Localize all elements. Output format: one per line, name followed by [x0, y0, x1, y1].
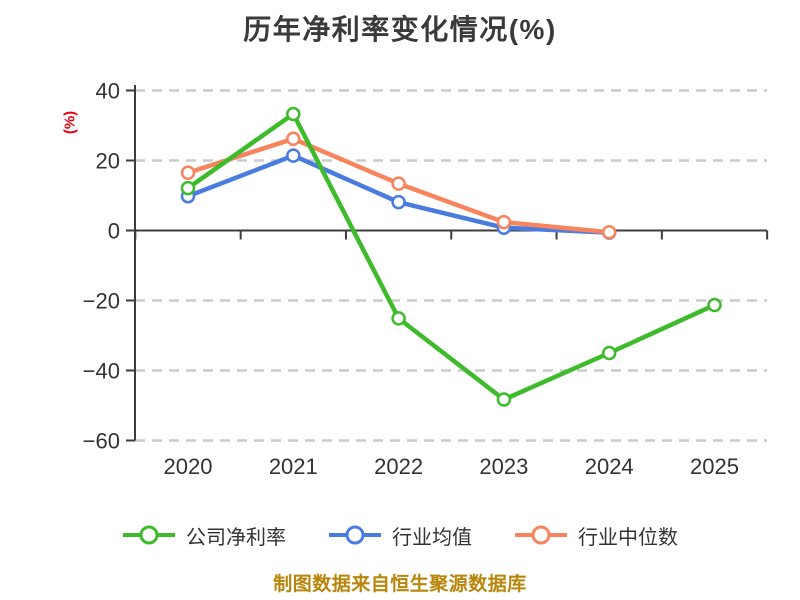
x-tick-label: 2023 — [479, 454, 528, 479]
data-point-marker — [391, 194, 406, 210]
data-point-marker — [180, 180, 196, 196]
legend-label: 公司净利率 — [186, 526, 286, 549]
legend: 公司净利率 行业均值 行业中位数 — [0, 520, 800, 550]
data-point-marker — [286, 131, 301, 147]
data-point-marker — [180, 165, 196, 180]
data-point-marker — [601, 225, 617, 240]
data-point-marker — [496, 392, 512, 407]
data-point-marker — [496, 214, 512, 230]
data-point-marker — [391, 176, 406, 191]
legend-circle-icon — [345, 525, 365, 545]
footer-note: 制图数据来自恒生聚源数据库 — [273, 574, 527, 595]
y-tick-label: 20 — [96, 149, 120, 174]
data-point-marker — [391, 311, 406, 326]
legend-marker-icon — [515, 525, 567, 545]
legend-item-1: 行业均值 — [328, 521, 472, 550]
y-tick-label: −20 — [83, 289, 120, 314]
series-line-0 — [185, 111, 717, 402]
legend-circle-icon — [531, 525, 551, 545]
data-point-marker — [286, 148, 301, 163]
chart-title: 历年净利率变化情况(%) — [243, 14, 557, 45]
legend-marker-icon — [123, 525, 175, 545]
series-line-1 — [185, 153, 612, 235]
x-tick-label: 2020 — [164, 454, 213, 479]
y-tick-label: 40 — [96, 79, 120, 104]
x-tick-label: 2021 — [269, 454, 318, 479]
data-point-marker — [601, 345, 617, 361]
legend-item-0: 公司净利率 — [122, 521, 286, 550]
legend-circle-icon — [139, 525, 159, 545]
legend-marker-icon — [329, 525, 381, 545]
x-tick-label: 2024 — [585, 454, 634, 479]
y-tick-label: 0 — [108, 219, 120, 244]
data-point-marker — [707, 297, 722, 313]
y-tick-label: −40 — [83, 359, 120, 384]
legend-label: 行业中位数 — [578, 526, 678, 549]
x-tick-label: 2025 — [690, 454, 739, 479]
y-tick-label: −60 — [83, 429, 120, 454]
data-point-marker — [286, 106, 301, 122]
legend-label: 行业均值 — [392, 526, 472, 549]
legend-item-2: 行业中位数 — [514, 521, 678, 550]
plot-area: 40 20 0 −20 −40 −60 2020 2021 2022 2023 2024 2025 — [83, 79, 769, 479]
x-tick-label: 2022 — [374, 454, 423, 479]
